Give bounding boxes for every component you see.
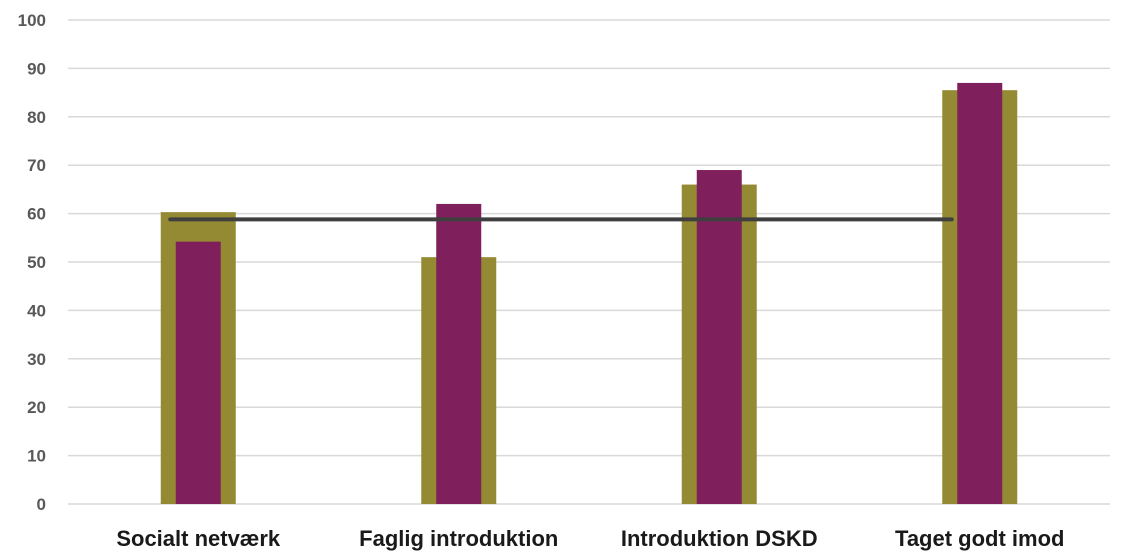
y-tick-label: 70 <box>27 156 46 175</box>
bars <box>160 82 1018 505</box>
x-category-label: Faglig introduktion <box>359 526 558 551</box>
gridlines <box>68 19 1110 505</box>
y-tick-label: 60 <box>27 205 46 224</box>
bar-series-2 <box>957 82 1003 505</box>
y-tick-label: 90 <box>27 59 46 78</box>
y-tick-label: 50 <box>27 253 46 272</box>
y-axis-ticks: 0 10 20 30 40 50 60 70 80 90 100 <box>18 11 46 514</box>
y-tick-label: 0 <box>37 495 46 514</box>
x-category-label: Introduktion DSKD <box>621 526 818 551</box>
bar-series-2 <box>696 170 742 505</box>
x-category-label: Taget godt imod <box>895 526 1064 551</box>
y-tick-label: 40 <box>27 301 46 320</box>
y-tick-label: 100 <box>18 11 46 30</box>
y-tick-label: 20 <box>27 398 46 417</box>
y-tick-label: 80 <box>27 108 46 127</box>
y-tick-label: 10 <box>27 447 46 466</box>
bar-series-2 <box>175 241 221 504</box>
x-axis-labels: Socialt netværk Faglig introduktion Introd… <box>116 526 1064 551</box>
x-category-label: Socialt netværk <box>116 526 281 551</box>
y-tick-label: 30 <box>27 350 46 369</box>
bar-series-2 <box>436 203 482 505</box>
